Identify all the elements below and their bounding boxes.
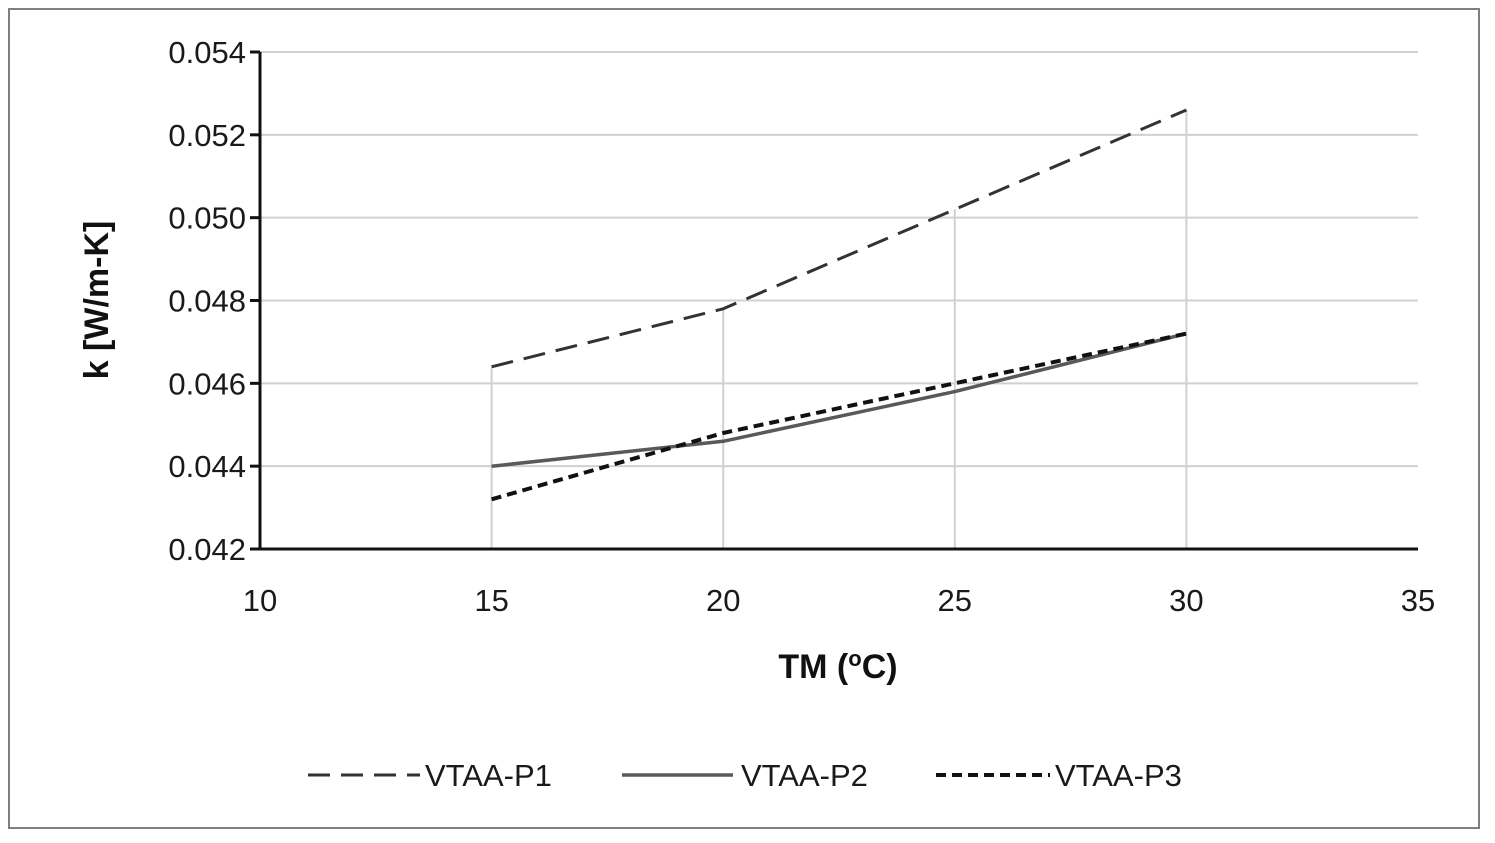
series-line-vtaa-p3 (491, 331, 1187, 502)
y-tick-label: 0.050 (168, 201, 246, 236)
x-tick-label: 10 (243, 583, 277, 618)
axes (250, 50, 1418, 551)
y-tick-label: 0.054 (168, 35, 246, 70)
x-tick-label: 15 (474, 583, 508, 618)
x-tick-label: 25 (938, 583, 972, 618)
series-line-vtaa-p1 (491, 108, 1187, 369)
chart-frame (8, 8, 1480, 829)
grid-lines (260, 51, 1418, 549)
y-tick-label: 0.042 (168, 532, 246, 567)
legend: VTAA-P1 VTAA-P2 VTAA-P3 (308, 758, 1182, 793)
legend-item-vtaa-p2: VTAA-P2 (622, 758, 868, 793)
legend-label-vtaa-p2: VTAA-P2 (741, 758, 868, 793)
x-axis-title: TM (oC) (778, 646, 897, 686)
y-tick-label: 0.048 (168, 284, 246, 319)
legend-item-vtaa-p3: VTAA-P3 (936, 758, 1182, 793)
series-line-vtaa-p2 (491, 331, 1187, 468)
legend-label-vtaa-p1: VTAA-P1 (425, 758, 552, 793)
x-tick-label: 30 (1169, 583, 1203, 618)
tick-labels: 0.042 0.044 0.046 0.048 0.050 0.052 0.054 10 15 2… (168, 35, 1435, 618)
x-tick-label: 20 (706, 583, 740, 618)
y-axis-title: k [W/m-K] (78, 221, 116, 380)
legend-label-vtaa-p3: VTAA-P3 (1055, 758, 1182, 793)
legend-item-vtaa-p1: VTAA-P1 (308, 758, 552, 793)
y-tick-label: 0.052 (168, 118, 246, 153)
y-tick-label: 0.044 (168, 449, 246, 484)
series-lines (491, 108, 1187, 502)
x-tick-label: 35 (1401, 583, 1435, 618)
y-tick-label: 0.046 (168, 366, 246, 401)
